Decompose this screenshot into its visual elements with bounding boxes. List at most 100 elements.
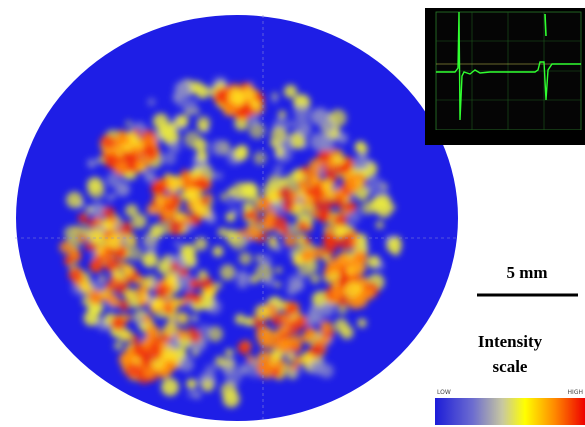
intensity-blob (168, 316, 175, 323)
intensity-blob (322, 197, 334, 209)
intensity-blob (169, 141, 181, 153)
intensity-blob (250, 117, 257, 124)
intensity-blob (150, 224, 164, 238)
intensity-blob (357, 144, 368, 155)
intensity-blob (288, 364, 295, 371)
intensity-blob (376, 221, 384, 229)
intensity-blob (354, 273, 361, 280)
intensity-blob (138, 297, 147, 306)
intensity-blob (147, 98, 155, 106)
intensity-blob (179, 267, 189, 277)
intensity-blob (233, 146, 248, 161)
intensity-blob (159, 280, 166, 287)
intensity-blob (126, 120, 132, 126)
intensity-blob (181, 298, 187, 304)
intensity-blob (121, 330, 132, 341)
intensity-blob (104, 257, 119, 272)
intensity-blob (244, 211, 253, 220)
color-scale (435, 398, 585, 425)
intensity-title: Intensity (478, 332, 543, 351)
intensity-blob (191, 293, 202, 304)
intensity-blob (176, 312, 189, 325)
intensity-blob (284, 85, 297, 98)
intensity-blob (221, 98, 228, 105)
intensity-blob (274, 165, 284, 175)
intensity-blob (158, 125, 173, 140)
intensity-blob (192, 202, 205, 215)
intensity-blob (354, 155, 369, 170)
intensity-blob (270, 140, 276, 146)
intensity-blob (199, 277, 213, 291)
intensity-blob (346, 267, 353, 274)
intensity-blob (357, 264, 366, 273)
intensity-blob (87, 159, 97, 169)
intensity-blob (294, 315, 307, 328)
intensity-blob (280, 341, 291, 352)
intensity-blob (124, 145, 132, 153)
page: 5 mm Intensity scale LOW HIGH (() => { c… (0, 0, 585, 427)
intensity-blob (122, 264, 134, 276)
waveform-inset (425, 8, 585, 145)
intensity-blob (141, 356, 149, 364)
intensity-blob (294, 117, 310, 133)
intensity-blob (345, 178, 358, 191)
intensity-blob (220, 264, 236, 280)
intensity-blob (94, 218, 102, 226)
intensity-blob (303, 237, 311, 245)
intensity-blob (144, 171, 156, 183)
intensity-blob (239, 252, 252, 265)
intensity-blob (320, 320, 333, 333)
intensity-blob (258, 334, 273, 349)
intensity-blob (106, 233, 122, 249)
intensity-blob (344, 190, 351, 197)
intensity-blob (300, 352, 313, 365)
intensity-blob (210, 140, 226, 156)
intensity-blob (77, 233, 87, 243)
intensity-blob (283, 317, 291, 325)
intensity-blob (251, 102, 257, 108)
intensity-blob (381, 183, 387, 189)
intensity-blob (142, 252, 158, 268)
intensity-blob (235, 314, 246, 325)
intensity-blob (222, 364, 234, 376)
intensity-blob (294, 343, 301, 350)
intensity-blob (242, 87, 254, 99)
intensity-blob (111, 316, 126, 331)
intensity-blob (330, 287, 342, 299)
intensity-blob (287, 120, 296, 129)
intensity-blob (100, 134, 116, 150)
intensity-blob (184, 131, 201, 148)
intensity-blob (225, 348, 234, 357)
intensity-blob (105, 282, 114, 291)
intensity-blob (320, 135, 335, 150)
intensity-blob (345, 282, 360, 297)
intensity-blob (238, 229, 246, 237)
intensity-blob (300, 166, 309, 175)
intensity-blob (304, 223, 312, 231)
intensity-blob (374, 194, 391, 211)
intensity-blob (168, 220, 183, 235)
intensity-blob (172, 93, 182, 103)
intensity-blob (164, 362, 175, 373)
intensity-blob (182, 171, 193, 182)
intensity-blob (255, 263, 273, 281)
intensity-blob (122, 356, 128, 362)
intensity-blob (194, 237, 207, 250)
intensity-blob (226, 212, 236, 222)
intensity-blob (252, 216, 260, 224)
intensity-blob (218, 227, 228, 237)
intensity-blob (166, 276, 177, 287)
intensity-blob (100, 275, 106, 281)
intensity-blob (320, 335, 327, 342)
intensity-blob (272, 216, 288, 232)
intensity-blob (286, 353, 295, 362)
intensity-blob (318, 210, 330, 222)
intensity-blob (124, 234, 137, 247)
intensity-blob (278, 110, 287, 119)
intensity-blob (97, 250, 103, 256)
intensity-blob (193, 391, 201, 399)
intensity-blob (174, 240, 182, 248)
intensity-blob (119, 222, 133, 236)
intensity-blob (279, 186, 293, 200)
intensity-blob (91, 203, 103, 215)
